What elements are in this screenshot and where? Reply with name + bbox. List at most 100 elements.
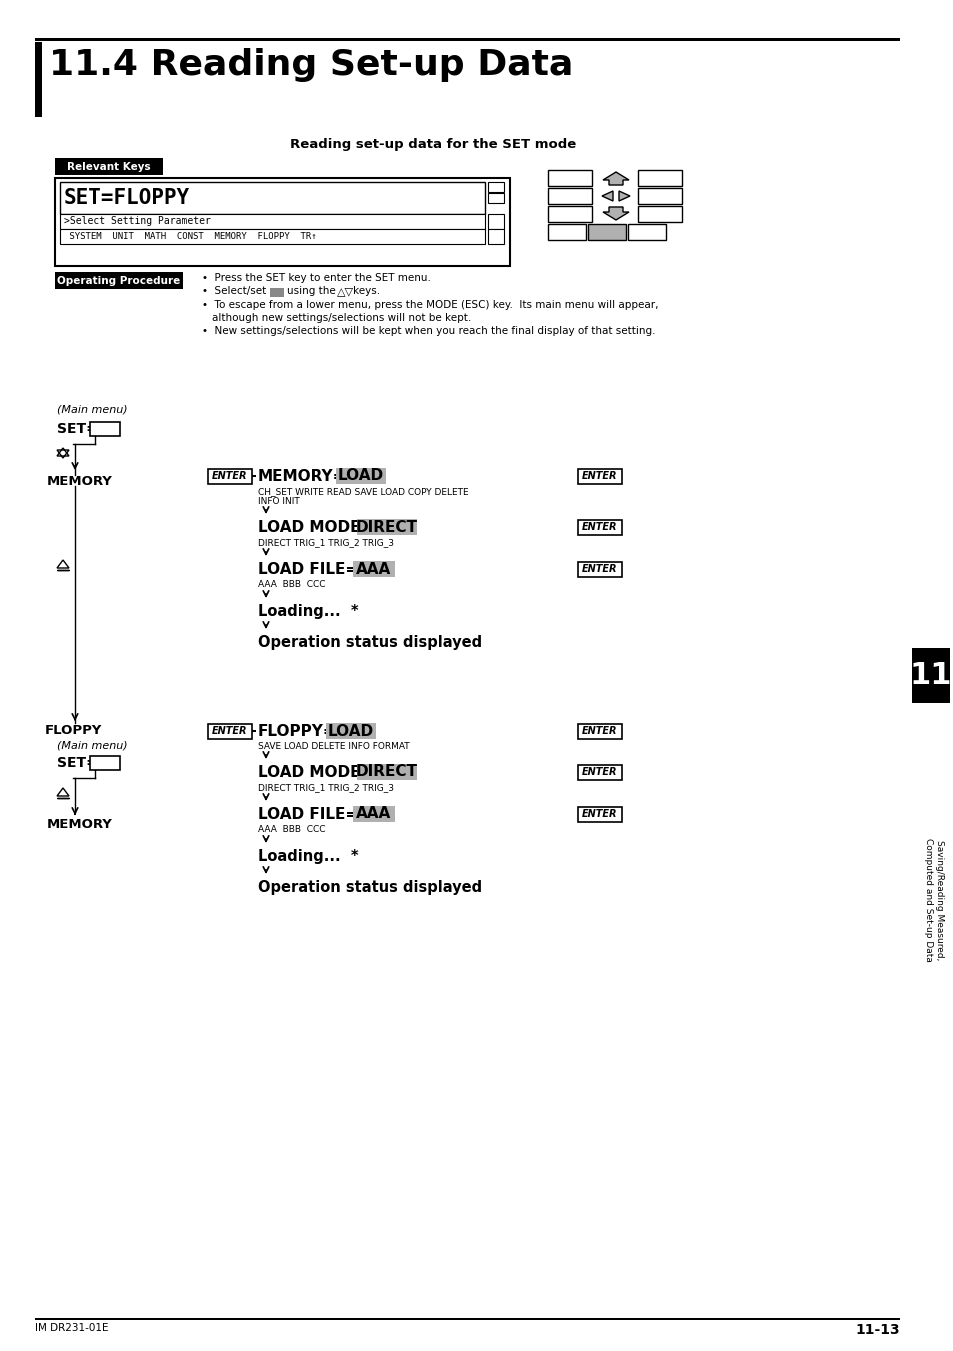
- Text: ENTER: ENTER: [581, 471, 618, 481]
- Text: 11-13: 11-13: [855, 1323, 899, 1337]
- Bar: [488, 230, 503, 245]
- Text: AAA  BBB  CCC: AAA BBB CCC: [257, 825, 325, 834]
- Text: △▽: △▽: [336, 286, 354, 296]
- Polygon shape: [602, 207, 628, 220]
- Bar: [638, 205, 681, 222]
- Bar: [488, 193, 503, 203]
- Text: LOAD MODE=: LOAD MODE=: [257, 520, 373, 535]
- Bar: [578, 469, 621, 484]
- Bar: [208, 724, 252, 739]
- Text: DIRECT TRIG_1 TRIG_2 TRIG_3: DIRECT TRIG_1 TRIG_2 TRIG_3: [257, 538, 394, 547]
- Text: LOAD FILE=: LOAD FILE=: [257, 807, 357, 821]
- Bar: [60, 213, 484, 230]
- Text: ENTER: ENTER: [212, 725, 248, 736]
- Bar: [587, 224, 625, 240]
- Text: AAA: AAA: [356, 807, 392, 821]
- Text: using the: using the: [287, 286, 335, 296]
- Text: MEMORY: MEMORY: [47, 817, 112, 831]
- Text: 11.4 Reading Set-up Data: 11.4 Reading Set-up Data: [49, 49, 573, 82]
- Bar: [578, 562, 621, 577]
- Bar: [35, 1319, 899, 1320]
- Bar: [578, 807, 621, 821]
- Text: Loading...  *: Loading... *: [257, 848, 358, 865]
- Text: •  New settings/selections will be kept when you reach the final display of that: • New settings/selections will be kept w…: [202, 326, 655, 336]
- Text: SET=: SET=: [57, 757, 97, 770]
- Text: CH_SET WRITE READ SAVE LOAD COPY DELETE: CH_SET WRITE READ SAVE LOAD COPY DELETE: [257, 486, 468, 496]
- Text: LOAD: LOAD: [328, 724, 374, 739]
- Bar: [488, 182, 503, 192]
- Bar: [55, 158, 163, 176]
- Text: (Main menu): (Main menu): [57, 740, 128, 750]
- Text: SAVE LOAD DELETE INFO FORMAT: SAVE LOAD DELETE INFO FORMAT: [257, 742, 409, 751]
- Text: LOAD: LOAD: [337, 469, 384, 484]
- Text: ENTER: ENTER: [581, 767, 618, 777]
- Text: SET=: SET=: [57, 422, 97, 436]
- Bar: [208, 469, 252, 484]
- Text: Reading set-up data for the SET mode: Reading set-up data for the SET mode: [290, 138, 576, 151]
- Text: (Main menu): (Main menu): [57, 405, 128, 415]
- Text: AAA: AAA: [356, 562, 392, 577]
- Text: IM DR231-01E: IM DR231-01E: [35, 1323, 109, 1333]
- Text: DIRECT: DIRECT: [355, 520, 417, 535]
- Bar: [55, 272, 183, 289]
- Text: FLOPPY=: FLOPPY=: [257, 724, 336, 739]
- Bar: [90, 422, 120, 436]
- Text: Operation status displayed: Operation status displayed: [257, 880, 481, 894]
- Bar: [35, 38, 899, 41]
- Bar: [547, 188, 592, 204]
- Bar: [547, 170, 592, 186]
- Bar: [90, 757, 120, 770]
- Text: ENTER: ENTER: [212, 471, 248, 481]
- Text: INFO INIT: INFO INIT: [257, 497, 299, 507]
- Bar: [578, 765, 621, 780]
- Text: ENTER: ENTER: [581, 521, 618, 532]
- Text: LOAD FILE=: LOAD FILE=: [257, 562, 357, 577]
- Polygon shape: [602, 172, 628, 185]
- Text: ENTER: ENTER: [581, 563, 618, 574]
- Text: although new settings/selections will not be kept.: although new settings/selections will no…: [212, 313, 471, 323]
- Text: AAA  BBB  CCC: AAA BBB CCC: [257, 580, 325, 589]
- Text: ENTER: ENTER: [581, 809, 618, 819]
- Bar: [627, 224, 665, 240]
- Text: MEMORY: MEMORY: [47, 476, 112, 488]
- Text: Loading...  *: Loading... *: [257, 604, 358, 619]
- Text: 11: 11: [909, 661, 951, 690]
- Bar: [35, 42, 42, 118]
- Bar: [353, 561, 395, 577]
- Bar: [638, 188, 681, 204]
- Bar: [335, 467, 386, 484]
- Text: FLOPPY: FLOPPY: [45, 724, 102, 738]
- Bar: [60, 230, 484, 245]
- Polygon shape: [618, 190, 629, 201]
- Text: •  Press the SET key to enter the SET menu.: • Press the SET key to enter the SET men…: [202, 273, 431, 282]
- Text: LOAD MODE=: LOAD MODE=: [257, 765, 373, 780]
- Text: Operating Procedure: Operating Procedure: [57, 276, 180, 285]
- Text: SYSTEM  UNIT  MATH  CONST  MEMORY  FLOPPY  TR↑: SYSTEM UNIT MATH CONST MEMORY FLOPPY TR↑: [64, 232, 316, 240]
- Text: Operation status displayed: Operation status displayed: [257, 635, 481, 650]
- Text: •  To escape from a lower menu, press the MODE (ESC) key.  Its main menu will ap: • To escape from a lower menu, press the…: [202, 300, 658, 309]
- Bar: [55, 178, 510, 266]
- Bar: [578, 724, 621, 739]
- Text: DIRECT TRIG_1 TRIG_2 TRIG_3: DIRECT TRIG_1 TRIG_2 TRIG_3: [257, 784, 394, 792]
- Bar: [353, 807, 395, 821]
- Text: Saving/Reading Measured,
Computed and Set-up Data: Saving/Reading Measured, Computed and Se…: [923, 838, 943, 962]
- Bar: [60, 182, 484, 213]
- Bar: [270, 288, 284, 297]
- Bar: [547, 205, 592, 222]
- Bar: [326, 723, 375, 739]
- Bar: [356, 765, 416, 780]
- Text: >Select Setting Parameter: >Select Setting Parameter: [64, 216, 211, 227]
- Text: keys.: keys.: [353, 286, 379, 296]
- Text: SET=FLOPPY: SET=FLOPPY: [64, 188, 190, 208]
- Bar: [911, 648, 949, 703]
- Text: ENTER: ENTER: [581, 725, 618, 736]
- Polygon shape: [601, 190, 613, 201]
- Text: Relevant Keys: Relevant Keys: [67, 162, 151, 172]
- Bar: [547, 224, 585, 240]
- Text: DIRECT: DIRECT: [355, 765, 417, 780]
- Text: MEMORY=: MEMORY=: [257, 469, 346, 484]
- Bar: [488, 213, 503, 230]
- Bar: [638, 170, 681, 186]
- Bar: [356, 519, 416, 535]
- Bar: [578, 520, 621, 535]
